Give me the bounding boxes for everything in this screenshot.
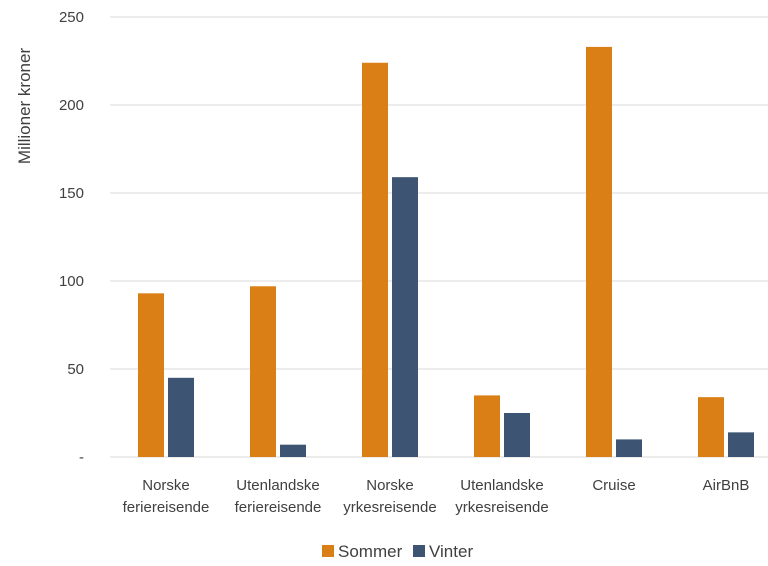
bar-vinter	[280, 444, 306, 457]
y-tick-label: 200	[59, 97, 84, 114]
x-category-label: Norske	[142, 477, 190, 494]
y-tick-label: 50	[67, 361, 84, 378]
bar-sommer	[586, 46, 612, 458]
bar-vinter	[168, 377, 194, 457]
bar-vinter	[616, 439, 642, 457]
legend-swatch-vinter	[413, 545, 425, 557]
y-tick-label: 100	[59, 273, 84, 290]
x-category-label: Utenlandske	[236, 477, 319, 494]
legend-label-vinter: Vinter	[429, 542, 473, 561]
x-category-label: Utenlandske	[460, 477, 543, 494]
bar-vinter	[504, 413, 530, 457]
bar-sommer	[474, 395, 500, 457]
bar-sommer	[250, 286, 276, 457]
y-axis-ticks: - 50 100 150 200 250	[59, 9, 84, 466]
x-category-label: feriereisende	[235, 499, 322, 516]
y-tick-label: -	[79, 449, 84, 466]
y-tick-label: 150	[59, 185, 84, 202]
bar-sommer	[362, 62, 388, 457]
legend-swatch-sommer	[322, 545, 334, 557]
bar-sommer	[698, 397, 724, 457]
legend-label-sommer: Sommer	[338, 542, 403, 561]
bars	[138, 46, 754, 458]
legend: Sommer Vinter	[322, 542, 473, 561]
y-axis-title: Millioner kroner	[15, 48, 34, 165]
x-category-label: Cruise	[592, 477, 635, 494]
x-category-label: yrkesreisende	[455, 499, 548, 516]
y-tick-label: 250	[59, 9, 84, 26]
gridlines	[110, 16, 768, 458]
x-category-label: feriereisende	[123, 499, 210, 516]
x-category-label: yrkesreisende	[343, 499, 436, 516]
bar-vinter	[392, 177, 418, 457]
x-axis-categories: Norske feriereisende Utenlandske feriereise…	[123, 477, 750, 516]
bar-sommer	[138, 293, 164, 457]
x-category-label: Norske	[366, 477, 414, 494]
x-category-label: AirBnB	[703, 477, 750, 494]
bar-vinter	[728, 432, 754, 457]
